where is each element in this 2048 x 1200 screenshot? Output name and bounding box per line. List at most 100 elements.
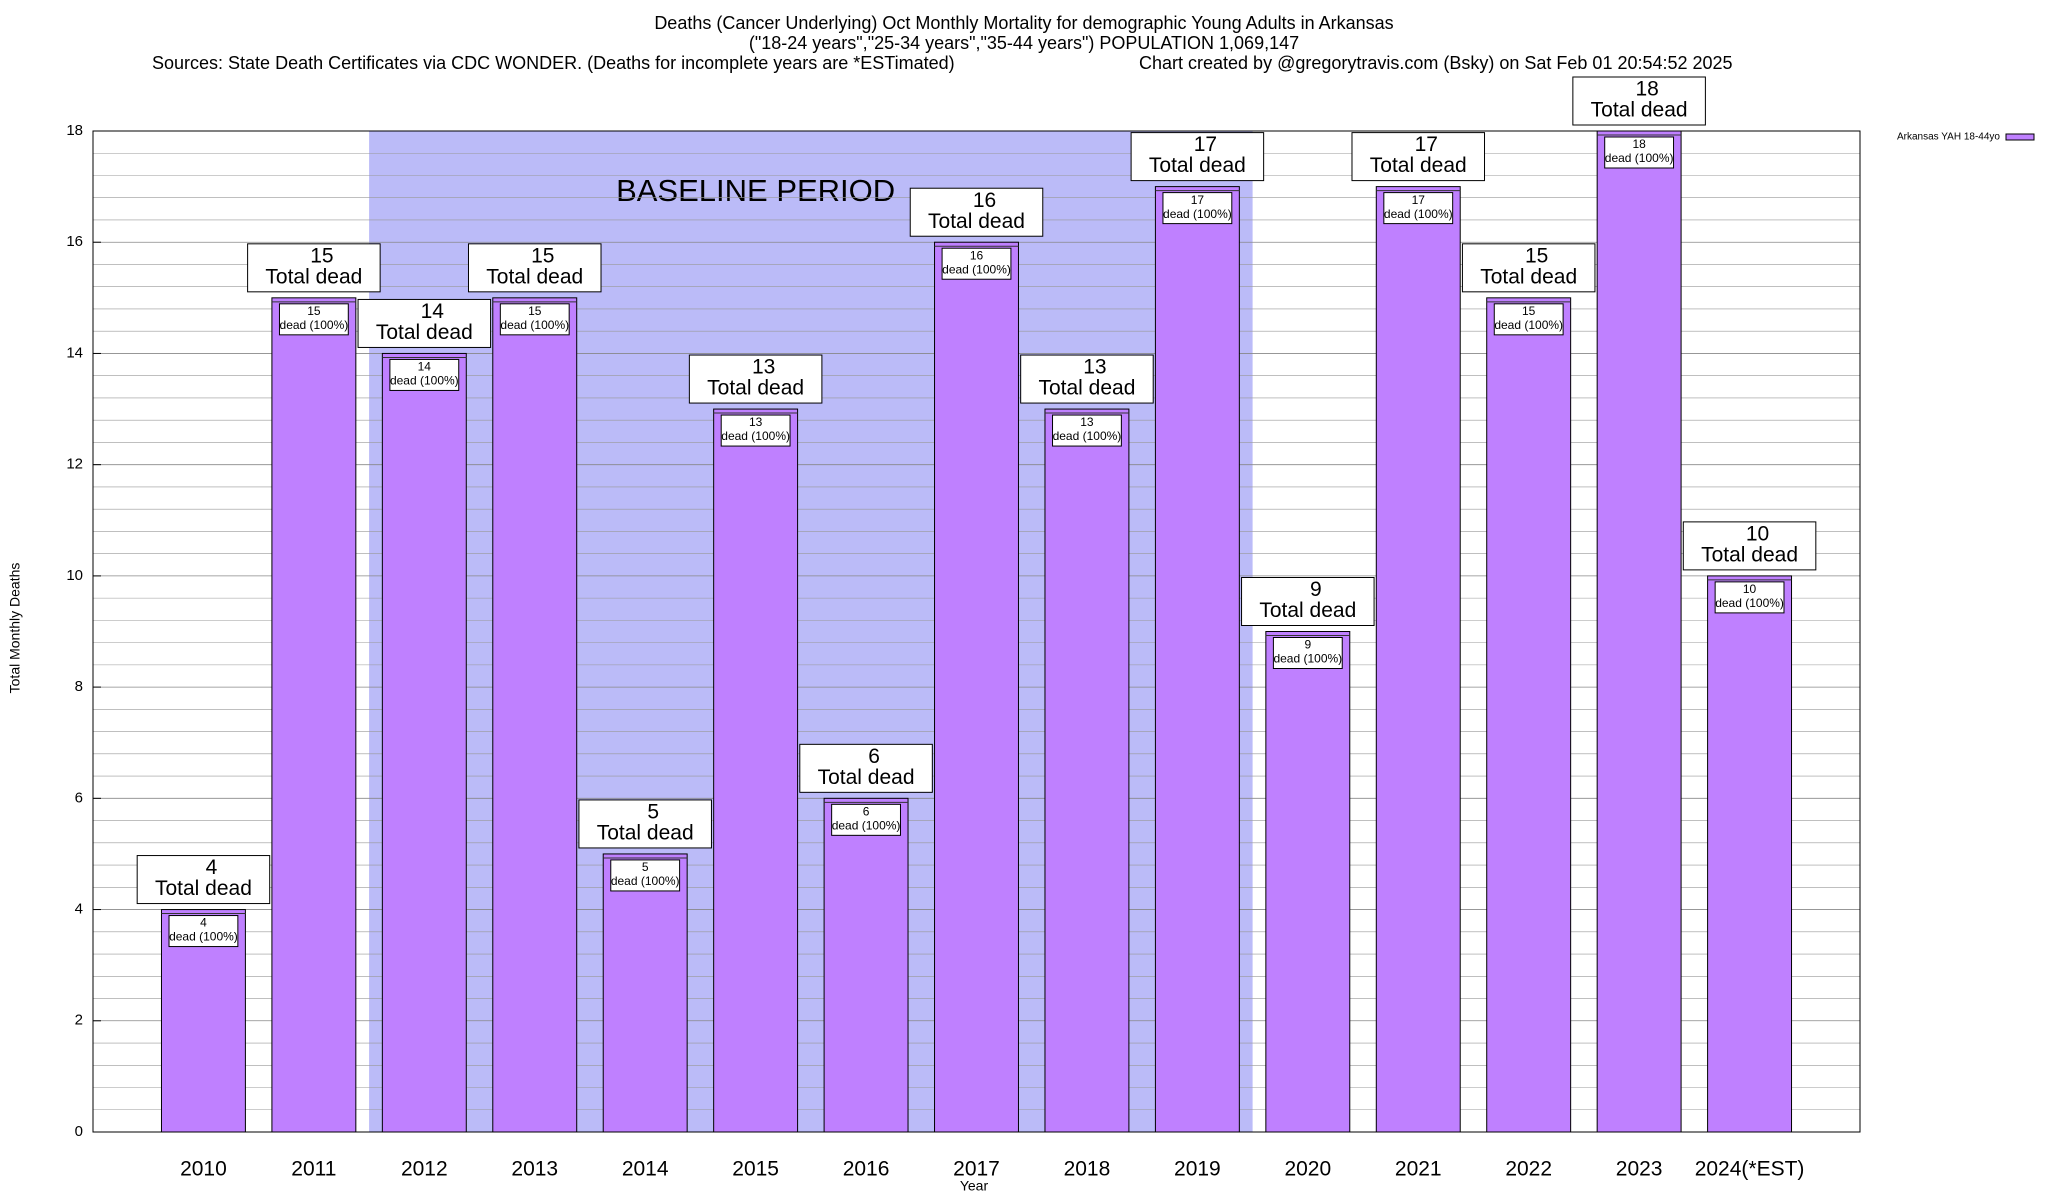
- credit: Chart created by @gregorytravis.com (Bsk…: [1139, 53, 1733, 73]
- segment-label-value: 14: [418, 360, 432, 374]
- segment-label-box: [389, 358, 460, 391]
- bar: [1265, 631, 1351, 1133]
- segment-label-text: dead (100%): [390, 374, 459, 388]
- x-tick-label: 2024(*EST): [1695, 1158, 1805, 1181]
- total-label-box: [247, 243, 381, 293]
- segment-label-value: 13: [1080, 415, 1094, 429]
- segment-label-value: 17: [1191, 193, 1205, 207]
- segment-label-text: dead (100%): [280, 318, 349, 332]
- total-label-value: 14: [421, 300, 445, 323]
- total-label-value: 17: [1194, 133, 1217, 156]
- bar: [1486, 297, 1572, 1133]
- total-label-box: [1572, 76, 1706, 126]
- total-label-value: 6: [868, 745, 880, 768]
- total-label-value: 15: [531, 244, 554, 267]
- segment-label-value: 5: [642, 860, 649, 874]
- source: Sources: State Death Certificates via CD…: [152, 53, 955, 73]
- segment-label-text: dead (100%): [1715, 596, 1784, 610]
- total-label-value: 15: [310, 244, 333, 267]
- x-axis-label: Year: [960, 1178, 989, 1194]
- total-label-text: Total dead: [265, 265, 362, 288]
- total-label-box: [467, 243, 602, 293]
- total-label-box: [799, 743, 933, 793]
- segment-label-text: dead (100%): [500, 318, 569, 332]
- segment-label-text: dead (100%): [942, 262, 1011, 276]
- total-label-box: [1461, 243, 1596, 293]
- segment-label-text: dead (100%): [1163, 207, 1232, 221]
- bar: [1044, 408, 1130, 1133]
- x-tick-label: 2017: [953, 1158, 1000, 1181]
- segment-label-value: 10: [1743, 582, 1757, 596]
- segment-label-text: dead (100%): [1384, 207, 1453, 221]
- total-label-box: [136, 855, 271, 905]
- segment-label-box: [1162, 192, 1233, 225]
- x-tick-label: 2019: [1174, 1158, 1221, 1181]
- total-label-box: [909, 187, 1044, 237]
- segment-label-value: 4: [200, 916, 207, 930]
- y-tick-label: 2: [75, 1012, 83, 1029]
- segment-label-box: [720, 414, 791, 447]
- segment-label-box: [831, 803, 901, 836]
- total-label-box: [688, 354, 823, 404]
- segment-label-box: [499, 303, 570, 336]
- total-label-value: 16: [973, 189, 996, 212]
- total-label-text: Total dead: [1038, 377, 1135, 400]
- x-tick-label: 2010: [180, 1158, 227, 1181]
- total-label-text: Total dead: [1701, 543, 1798, 566]
- total-label-value: 18: [1635, 78, 1658, 101]
- total-label-box: [1351, 132, 1486, 182]
- bar: [1707, 575, 1793, 1133]
- x-tick-label: 2021: [1395, 1158, 1442, 1181]
- total-label-text: Total dead: [818, 766, 915, 789]
- total-label-text: Total dead: [376, 321, 473, 344]
- bar: [713, 408, 799, 1133]
- x-tick-label: 2022: [1505, 1158, 1552, 1181]
- total-label-value: 15: [1525, 244, 1548, 267]
- total-label-text: Total dead: [1480, 265, 1577, 288]
- segment-label-value: 18: [1632, 137, 1646, 151]
- segment-label-box: [1604, 136, 1675, 169]
- y-tick-label: 6: [75, 789, 83, 806]
- segment-label-text: dead (100%): [1605, 151, 1674, 165]
- total-label-box: [357, 298, 492, 348]
- total-label-value: 4: [206, 856, 218, 879]
- total-label-box: [1130, 132, 1265, 182]
- x-tick-label: 2014: [622, 1158, 669, 1181]
- segment-label-value: 13: [749, 415, 763, 429]
- x-tick-label: 2011: [291, 1158, 336, 1181]
- segment-label-value: 16: [970, 248, 984, 262]
- y-tick-label: 10: [66, 567, 83, 584]
- bar: [381, 352, 467, 1133]
- bar: [1154, 186, 1240, 1133]
- y-tick-label: 4: [75, 901, 83, 918]
- segment-label-box: [1052, 414, 1122, 447]
- segment-label-text: dead (100%): [1053, 429, 1122, 443]
- segment-label-value: 6: [863, 805, 870, 819]
- total-label-text: Total dead: [1591, 99, 1688, 122]
- total-label-text: Total dead: [1259, 599, 1356, 622]
- total-label-text: Total dead: [155, 877, 252, 900]
- segment-label-box: [278, 303, 349, 336]
- segment-label-box: [1493, 303, 1564, 336]
- segment-label-value: 17: [1412, 193, 1426, 207]
- bar: [492, 297, 578, 1133]
- x-tick-label: 2013: [511, 1158, 558, 1181]
- segment-label-value: 9: [1304, 638, 1311, 652]
- baseline-label: BASELINE PERIOD: [616, 173, 895, 208]
- legend-swatch: [2005, 133, 2035, 141]
- y-tick-label: 14: [66, 344, 83, 361]
- total-label-value: 13: [1083, 356, 1106, 379]
- segment-label-box: [1272, 637, 1343, 669]
- segment-label-box: [941, 247, 1012, 280]
- legend-label: Arkansas YAH 18-44yo: [1897, 132, 2000, 143]
- y-tick-label: 0: [75, 1123, 83, 1140]
- total-label-text: Total dead: [1149, 154, 1246, 177]
- y-axis-label: Total Monthly Deaths: [7, 563, 23, 694]
- segment-label-text: dead (100%): [832, 819, 901, 833]
- segment-label-value: 15: [307, 304, 321, 318]
- segment-label-value: 15: [1522, 304, 1536, 318]
- segment-label-text: dead (100%): [1494, 318, 1563, 332]
- y-tick-label: 18: [66, 122, 83, 139]
- total-label-text: Total dead: [486, 265, 583, 288]
